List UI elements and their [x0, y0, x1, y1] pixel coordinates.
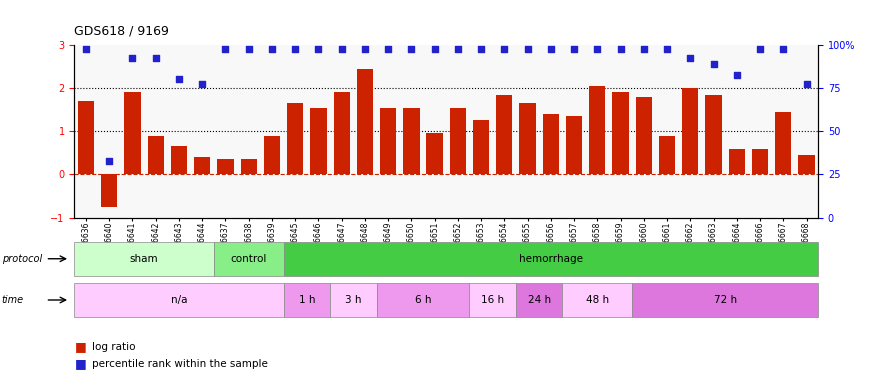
Point [753, 46, 767, 53]
Text: ■: ■ [74, 340, 86, 353]
Bar [403, 108, 419, 174]
Text: n/a: n/a [171, 295, 187, 305]
Point [730, 72, 744, 78]
Bar [542, 114, 559, 174]
Bar [775, 112, 791, 174]
Bar [752, 148, 768, 174]
Point [79, 46, 93, 53]
Text: 16 h: 16 h [481, 295, 504, 305]
Text: 3 h: 3 h [345, 295, 361, 305]
Point [125, 55, 139, 61]
Text: 6 h: 6 h [415, 295, 431, 305]
Text: percentile rank within the sample: percentile rank within the sample [92, 359, 268, 369]
Point [172, 76, 186, 82]
Bar [496, 94, 513, 174]
Bar [635, 97, 652, 174]
Bar [473, 120, 489, 174]
Bar [333, 93, 350, 174]
Bar [78, 101, 94, 174]
Text: hemorrhage: hemorrhage [519, 254, 583, 264]
Bar [705, 94, 722, 174]
Bar [194, 157, 210, 174]
Point [521, 46, 535, 53]
Text: 24 h: 24 h [528, 295, 550, 305]
Bar [682, 88, 698, 174]
Bar [380, 108, 396, 174]
Point [334, 46, 348, 53]
Point [800, 81, 814, 87]
Bar [450, 108, 466, 174]
Point [242, 46, 256, 53]
Point [706, 62, 720, 68]
Point [265, 46, 279, 53]
Text: 1 h: 1 h [298, 295, 315, 305]
Bar [798, 155, 815, 174]
Bar [148, 136, 164, 174]
Point [497, 46, 511, 53]
Bar [171, 146, 187, 174]
Bar [589, 86, 605, 174]
Point [404, 46, 418, 53]
Point [312, 46, 326, 53]
Point [451, 46, 465, 53]
Bar [357, 69, 373, 174]
Point [195, 81, 209, 87]
Text: protocol: protocol [2, 254, 42, 264]
Text: sham: sham [130, 254, 158, 264]
Point [660, 46, 674, 53]
Bar [729, 148, 745, 174]
Bar [426, 134, 443, 174]
Text: GDS618 / 9169: GDS618 / 9169 [74, 24, 169, 38]
Point [776, 46, 790, 53]
Text: 48 h: 48 h [585, 295, 609, 305]
Point [149, 55, 163, 61]
Bar [612, 93, 629, 174]
Point [219, 46, 233, 53]
Point [544, 46, 558, 53]
Bar [659, 136, 676, 174]
Point [474, 46, 488, 53]
Point [358, 46, 372, 53]
Point [428, 46, 442, 53]
Point [591, 46, 605, 53]
Point [382, 46, 396, 53]
Bar [263, 136, 280, 174]
Bar [124, 93, 141, 174]
Text: 72 h: 72 h [714, 295, 737, 305]
Point [288, 46, 302, 53]
Bar [241, 159, 257, 174]
Bar [520, 103, 536, 174]
Bar [287, 103, 304, 174]
Bar [566, 116, 582, 174]
Text: log ratio: log ratio [92, 342, 136, 352]
Point [683, 55, 697, 61]
Point [613, 46, 627, 53]
Bar [311, 108, 326, 174]
Bar [102, 174, 117, 207]
Point [102, 158, 116, 164]
Text: control: control [230, 254, 267, 264]
Point [567, 46, 581, 53]
Bar [217, 159, 234, 174]
Point [637, 46, 651, 53]
Text: ■: ■ [74, 357, 86, 370]
Text: time: time [2, 295, 24, 305]
